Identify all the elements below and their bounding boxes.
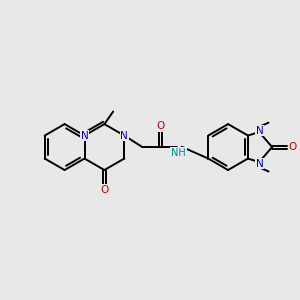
Text: N: N: [81, 130, 88, 141]
Text: O: O: [100, 185, 109, 195]
Text: N: N: [256, 158, 264, 169]
Text: O: O: [289, 142, 297, 152]
Text: NH: NH: [171, 148, 186, 158]
Text: O: O: [156, 122, 164, 131]
Text: N: N: [120, 130, 128, 141]
Text: N: N: [256, 126, 264, 136]
